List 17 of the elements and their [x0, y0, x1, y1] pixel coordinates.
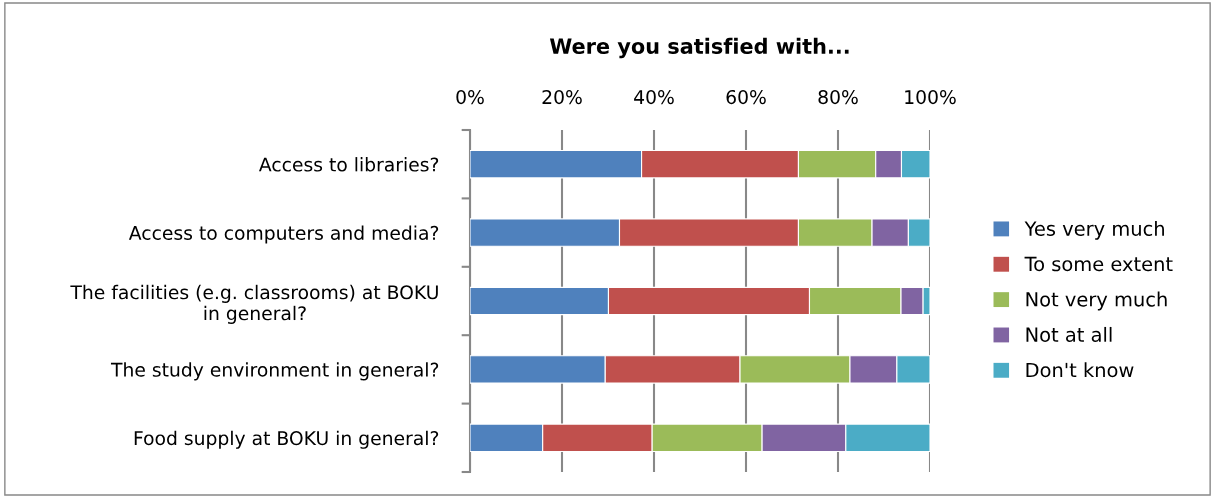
y-tick-label: The study environment in general? — [110, 362, 439, 381]
legend-label: Not very much — [1026, 291, 1167, 311]
legend-label: Not at all — [1026, 326, 1112, 342]
x-tick-label: 20% — [542, 89, 582, 105]
y-tick-label: Food supply at BOKU in general? — [134, 430, 439, 449]
y-tick-label: The facilities (e.g. classrooms) at BOKU in general? — [70, 284, 438, 324]
legend-label: Yes very much — [1024, 220, 1164, 240]
x-tick-label: 0% — [456, 89, 484, 105]
x-tick-label: 80% — [818, 89, 858, 105]
x-tick-label: 100% — [905, 89, 956, 105]
x-tick-label: 40% — [634, 89, 674, 105]
chart-title: Were you satisfied with... — [549, 37, 849, 59]
legend-label: To some extent — [1024, 256, 1173, 272]
legend-label: Don't know — [1026, 362, 1134, 378]
y-tick-label: Access to libraries? — [258, 157, 439, 172]
y-tick-label: Access to computers and media? — [128, 225, 439, 244]
x-tick-label: 60% — [726, 89, 766, 105]
